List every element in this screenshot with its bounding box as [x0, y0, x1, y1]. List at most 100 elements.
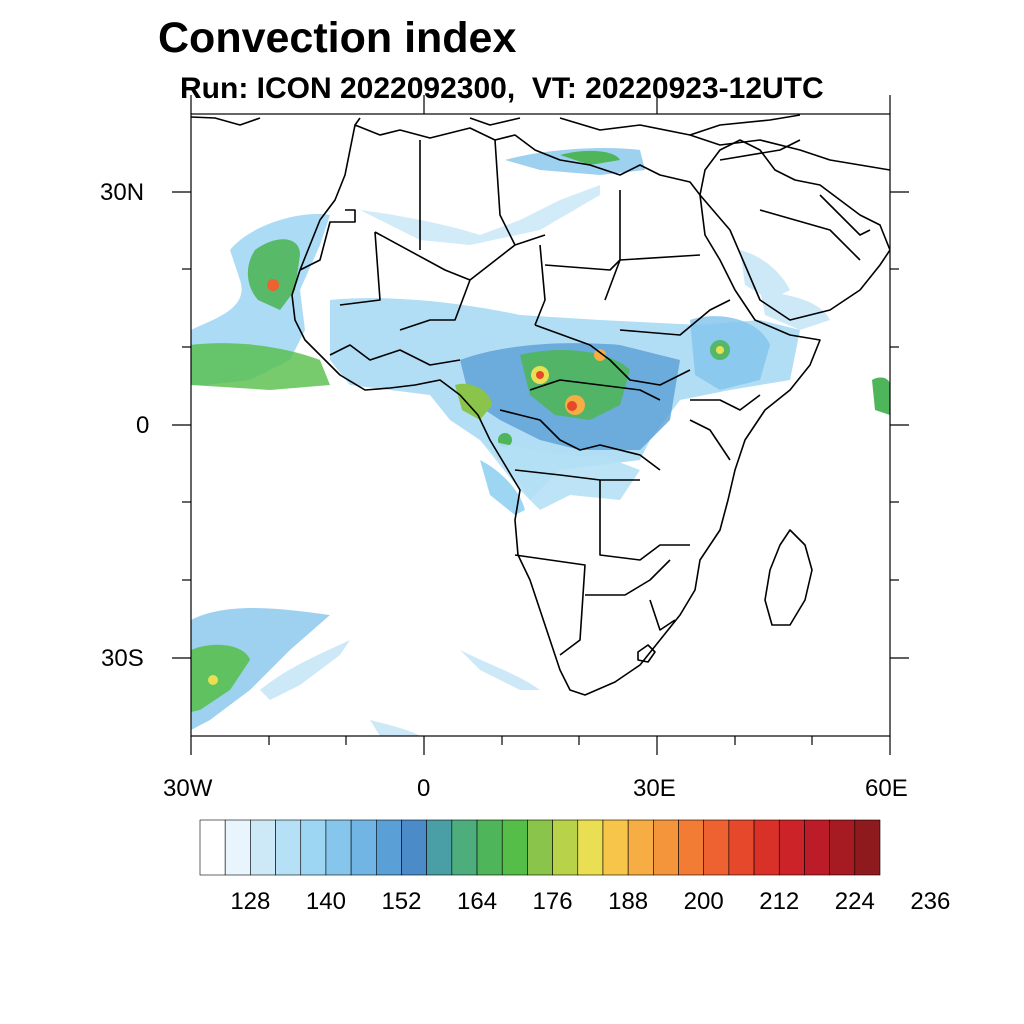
border [534, 324, 691, 386]
colorbar-swatch [577, 819, 604, 876]
colorbar-swatch [250, 819, 276, 876]
colorbar-swatch [778, 819, 805, 876]
lon-tick-label: 30E [633, 775, 676, 802]
colorbar-tick-label: 140 [305, 888, 346, 915]
lon-tick-label: 0 [417, 775, 431, 802]
madagascar-coastline [764, 529, 813, 626]
colorbar-tick-label: 164 [457, 888, 498, 915]
convection-area-indian-ocean-east [872, 377, 890, 415]
colorbar-tick-label: 188 [608, 888, 649, 915]
colorbar-swatch [703, 819, 730, 876]
colorbar-swatch [602, 819, 629, 876]
colorbar-swatch [804, 819, 830, 876]
colorbar-swatch [476, 819, 503, 876]
convection-area-south-atlantic-front [191, 608, 330, 730]
africa-coastline [291, 124, 821, 696]
colorbar-tick-label: 128 [230, 888, 271, 915]
colorbar-tick-label: 200 [683, 888, 724, 915]
colorbar-swatch [375, 819, 402, 876]
convection-area-arabia [740, 250, 790, 300]
convection-area-cape-verde-core [247, 239, 300, 310]
convection-peak-ethiopia-core [716, 346, 724, 354]
border [399, 279, 471, 331]
convection-area-arabia-south [760, 290, 830, 330]
colorbar-swatch [300, 819, 327, 876]
colorbar [199, 819, 881, 876]
border [494, 139, 516, 246]
convection-peak-cape-verde [267, 279, 279, 291]
coastlines [191, 114, 890, 696]
border [689, 419, 731, 461]
border [599, 480, 690, 561]
colorbar-swatch [527, 819, 553, 876]
axis-ticks [172, 95, 909, 755]
colorbar-swatch [426, 819, 453, 876]
border [544, 254, 701, 271]
lon-tick-label: 30W [163, 775, 213, 802]
colorbar-swatch [199, 819, 226, 876]
border [339, 231, 381, 306]
convection-area-sahara-streak [360, 185, 600, 245]
colorbar-tick-label: 176 [532, 888, 573, 915]
convection-area-south-africa-streak [460, 650, 540, 690]
border [759, 209, 861, 261]
convection-area-atlantic-band [191, 343, 330, 390]
convection-area-gabon [455, 383, 492, 420]
arabia-coastline [699, 139, 890, 321]
colorbar-swatch [350, 819, 377, 876]
colorbar-swatch [653, 819, 679, 876]
colorbar-swatch [728, 819, 755, 876]
border [514, 469, 640, 481]
iberia-coastline [191, 116, 261, 126]
border [329, 344, 461, 366]
lat-tick-label: 0 [136, 412, 150, 439]
border [649, 599, 676, 631]
gulf-coastline [819, 194, 871, 236]
convection-area-ethiopia [690, 316, 770, 390]
convection-area-angola-coast [480, 460, 525, 515]
border [499, 409, 661, 471]
border [604, 190, 621, 301]
lon-tick-label: 60E [865, 775, 908, 802]
colorbar-swatch [501, 819, 528, 876]
lat-tick-label: 30S [101, 645, 144, 672]
colorbar-swatch [325, 819, 352, 876]
convection-field [191, 148, 890, 736]
colorbar-tick-label: 152 [381, 888, 422, 915]
colorbar-swatch [627, 819, 654, 876]
anatolia-coastline [689, 134, 890, 171]
chart-title: Convection index [158, 14, 517, 62]
convection-area-south-atlantic-core [191, 644, 250, 712]
border [690, 394, 761, 411]
border [719, 139, 801, 161]
colorbar-swatch [753, 819, 780, 876]
border [585, 559, 671, 596]
lat-tick-label: 30N [100, 179, 145, 206]
colorbar-swatch [854, 819, 881, 876]
europe-coastline [354, 114, 801, 136]
colorbar-swatch [275, 819, 302, 876]
colorbar-swatch [829, 819, 856, 876]
colorbar-swatch [678, 819, 705, 876]
convection-peak-south-atlantic [208, 675, 218, 685]
convection-peak-car-core [567, 401, 577, 411]
border [299, 209, 356, 271]
convection-area-south-edge [370, 720, 420, 736]
border [529, 379, 661, 401]
convection-area-cameroon [520, 350, 630, 420]
colorbar-tick-label: 236 [910, 888, 951, 915]
convection-peak-sudan [594, 349, 606, 361]
convection-area-libya-core [560, 150, 620, 165]
colorbar-tick-label: 224 [834, 888, 875, 915]
colorbar-tick-label: 212 [759, 888, 800, 915]
chart-subtitle: Run: ICON 2022092300, VT: 20220923-12UTC [180, 72, 824, 105]
border [534, 244, 546, 326]
lesotho-border [637, 644, 656, 663]
colorbar-swatch [451, 819, 478, 876]
border [619, 299, 731, 336]
colorbar-swatch [401, 819, 427, 876]
colorbar-swatch [552, 819, 579, 876]
convection-area-south-atlantic-streak [260, 640, 350, 700]
colorbar-swatch [224, 819, 251, 876]
convection-peak-chad-core [536, 371, 544, 379]
